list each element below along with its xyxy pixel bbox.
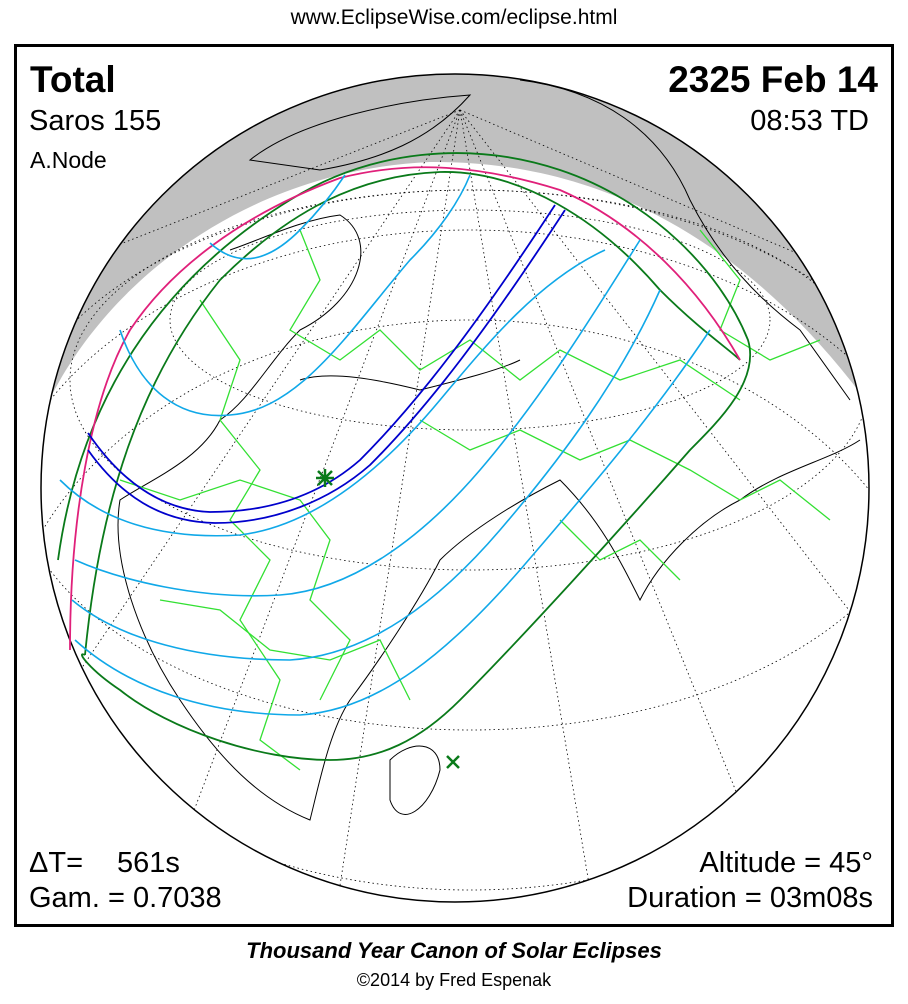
gamma: Gam. = 0.7038 (29, 882, 222, 914)
saros-number: Saros 155 (29, 105, 162, 137)
coastlines (117, 79, 861, 821)
subsolar-x-icon (446, 755, 460, 769)
eclipse-time: 08:53 TD (750, 105, 869, 137)
altitude: Altitude = 45° (699, 847, 873, 879)
central-path (87, 204, 566, 524)
source-url: www.EclipseWise.com/eclipse.html (290, 6, 618, 29)
partial-eclipse-lines (59, 174, 711, 716)
globe-outline (40, 73, 870, 903)
eclipse-date: 2325 Feb 14 (668, 59, 878, 100)
node-label: A.Node (30, 147, 107, 173)
globe-disc (41, 74, 869, 902)
globe-map (40, 73, 870, 903)
greatest-eclipse-star-icon (316, 469, 334, 487)
eclipse-map-frame: Total 2325 Feb 14 Saros 155 08:53 TD A.N… (14, 44, 894, 927)
delta-t: ΔT= 561s (29, 847, 180, 880)
delta-t-value: 561s (117, 847, 180, 879)
graticule (41, 109, 869, 902)
night-shading (41, 74, 869, 420)
delta-t-label: ΔT= (29, 847, 84, 879)
rise-set-limit (69, 166, 741, 651)
political-borders (119, 229, 831, 771)
canon-title: Thousand Year Canon of Solar Eclipses (246, 938, 662, 963)
duration: Duration = 03m08s (627, 882, 873, 914)
eclipse-type: Total (30, 59, 116, 100)
copyright: ©2014 by Fred Espenak (356, 970, 552, 990)
